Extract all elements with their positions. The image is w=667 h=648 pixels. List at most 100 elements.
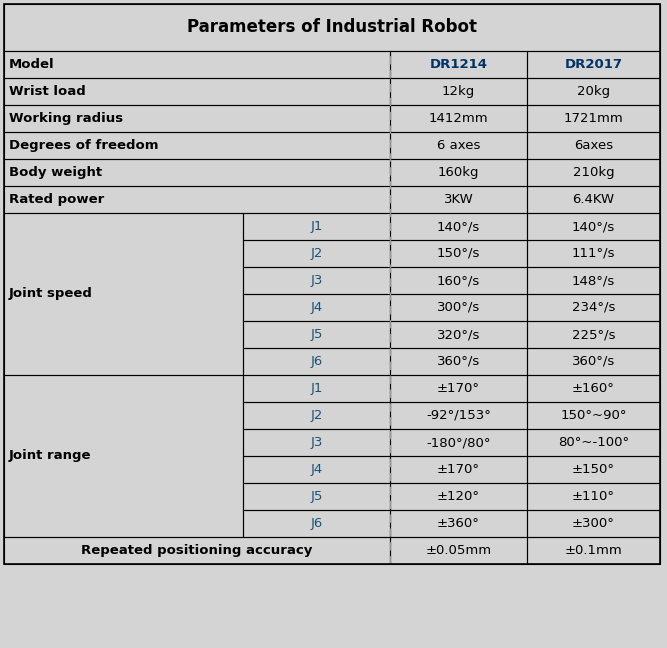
Bar <box>527 348 660 375</box>
Text: J3: J3 <box>310 274 323 287</box>
Bar <box>243 375 390 402</box>
Bar <box>527 321 660 348</box>
Text: 1721mm: 1721mm <box>564 112 624 125</box>
Text: DR1214: DR1214 <box>430 58 488 71</box>
Text: J4: J4 <box>310 301 323 314</box>
Bar <box>390 240 527 267</box>
Bar <box>527 483 660 510</box>
Text: 1412mm: 1412mm <box>429 112 488 125</box>
Bar <box>4 186 390 213</box>
Bar <box>243 240 390 267</box>
Bar <box>527 213 660 240</box>
Bar <box>390 267 527 294</box>
Text: Wrist load: Wrist load <box>9 85 86 98</box>
Text: ±110°: ±110° <box>572 490 615 503</box>
Text: DR2017: DR2017 <box>564 58 622 71</box>
Bar <box>390 429 527 456</box>
Bar <box>243 510 390 537</box>
Bar <box>4 537 390 564</box>
Text: Model: Model <box>9 58 55 71</box>
Bar <box>243 267 390 294</box>
Bar <box>4 537 390 564</box>
Text: Degrees of freedom: Degrees of freedom <box>9 139 159 152</box>
Bar <box>527 240 660 267</box>
Text: Joint speed: Joint speed <box>9 288 93 301</box>
Text: J4: J4 <box>310 463 323 476</box>
Bar <box>390 186 527 213</box>
Bar <box>4 132 390 159</box>
Bar <box>243 402 390 429</box>
Text: ±360°: ±360° <box>437 517 480 530</box>
Text: Joint range: Joint range <box>9 450 91 463</box>
Bar <box>527 510 660 537</box>
Text: -92°/153°: -92°/153° <box>426 409 491 422</box>
Bar <box>390 186 527 213</box>
Text: J1: J1 <box>310 220 323 233</box>
Text: Working radius: Working radius <box>9 112 123 125</box>
Bar <box>4 213 243 375</box>
Text: J5: J5 <box>310 490 323 503</box>
Text: 6axes: 6axes <box>574 139 613 152</box>
Bar <box>4 51 390 78</box>
Bar <box>243 240 390 267</box>
Bar <box>527 186 660 213</box>
Bar <box>390 132 527 159</box>
Bar <box>390 51 527 78</box>
Text: ±170°: ±170° <box>437 382 480 395</box>
Bar <box>527 294 660 321</box>
Text: Rated power: Rated power <box>9 193 104 206</box>
Bar <box>527 375 660 402</box>
Bar <box>390 402 527 429</box>
Bar <box>527 348 660 375</box>
Text: J1: J1 <box>310 382 323 395</box>
Bar <box>4 78 390 105</box>
Bar <box>527 78 660 105</box>
Bar <box>527 429 660 456</box>
Bar <box>243 429 390 456</box>
Text: 140°/s: 140°/s <box>572 220 615 233</box>
Bar <box>390 456 527 483</box>
Text: 3KW: 3KW <box>444 193 474 206</box>
Bar <box>243 348 390 375</box>
Text: 225°/s: 225°/s <box>572 328 615 341</box>
Bar <box>527 321 660 348</box>
Bar <box>527 456 660 483</box>
Text: J5: J5 <box>310 328 323 341</box>
Text: Repeated positioning accuracy: Repeated positioning accuracy <box>81 544 313 557</box>
Bar <box>243 294 390 321</box>
Bar <box>390 132 527 159</box>
Text: 320°/s: 320°/s <box>437 328 480 341</box>
Bar <box>390 537 527 564</box>
Bar <box>527 213 660 240</box>
Bar <box>527 51 660 78</box>
Text: 360°/s: 360°/s <box>437 355 480 368</box>
Text: ±150°: ±150° <box>572 463 615 476</box>
Bar <box>390 294 527 321</box>
Bar <box>390 402 527 429</box>
Bar <box>243 213 390 240</box>
Bar <box>390 321 527 348</box>
Bar <box>4 213 243 375</box>
Text: 148°/s: 148°/s <box>572 274 615 287</box>
Bar <box>390 213 527 240</box>
Text: ±300°: ±300° <box>572 517 615 530</box>
Bar <box>527 159 660 186</box>
Bar <box>527 456 660 483</box>
Text: ±160°: ±160° <box>572 382 615 395</box>
Bar <box>4 51 390 78</box>
Bar <box>390 159 527 186</box>
Bar <box>527 402 660 429</box>
Bar <box>390 294 527 321</box>
Bar <box>4 4 660 564</box>
Bar <box>390 456 527 483</box>
Bar <box>527 402 660 429</box>
Bar <box>4 78 390 105</box>
Bar <box>243 402 390 429</box>
Bar <box>4 4 660 51</box>
Bar <box>527 483 660 510</box>
Bar <box>390 105 527 132</box>
Bar <box>4 105 390 132</box>
Bar <box>527 105 660 132</box>
Bar <box>4 105 390 132</box>
Bar <box>4 375 243 537</box>
